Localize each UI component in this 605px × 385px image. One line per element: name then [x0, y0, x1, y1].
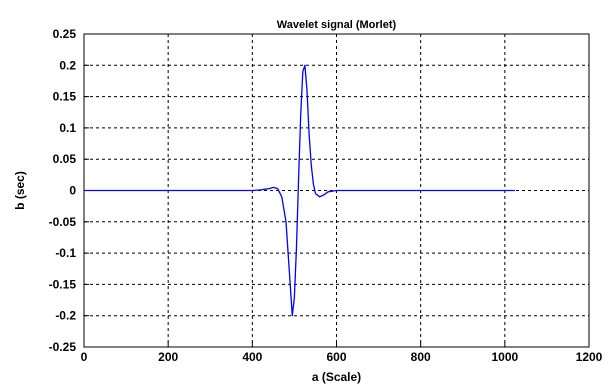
x-tick-label: 1200 — [576, 350, 603, 364]
y-tick-label: -0.05 — [49, 215, 77, 229]
series-line — [84, 64, 515, 317]
y-tick-label: 0.1 — [59, 121, 76, 135]
series-layer — [84, 64, 515, 317]
y-tick-label: -0.15 — [49, 277, 77, 291]
x-tick-labels: 0 200 400 600 800 1000 1200 — [81, 350, 603, 364]
y-tick-label: 0 — [69, 184, 76, 198]
x-tick-label: 800 — [411, 350, 431, 364]
x-tick-label: 400 — [242, 350, 262, 364]
y-axis-label: b (sec) — [13, 171, 27, 210]
y-tick-label: 0.15 — [53, 90, 77, 104]
y-tick-labels: -0.25 -0.2 -0.15 -0.1 -0.05 0 0.05 0.1 0.15 0.2 0.… — [49, 27, 77, 354]
y-tick-label: 0.2 — [59, 58, 76, 72]
y-tick-label: -0.2 — [55, 309, 76, 323]
x-tick-label: 600 — [326, 350, 346, 364]
chart-title: Wavelet signal (Morlet) — [277, 19, 397, 31]
y-tick-label: -0.25 — [49, 340, 77, 354]
x-tick-label: 0 — [81, 350, 88, 364]
x-axis-label: a (Scale) — [312, 370, 361, 384]
x-tick-label: 200 — [158, 350, 178, 364]
y-tick-label: 0.05 — [53, 152, 77, 166]
y-tick-label: 0.25 — [53, 27, 77, 41]
y-tick-label: -0.1 — [55, 246, 76, 260]
x-tick-label: 1000 — [491, 350, 518, 364]
